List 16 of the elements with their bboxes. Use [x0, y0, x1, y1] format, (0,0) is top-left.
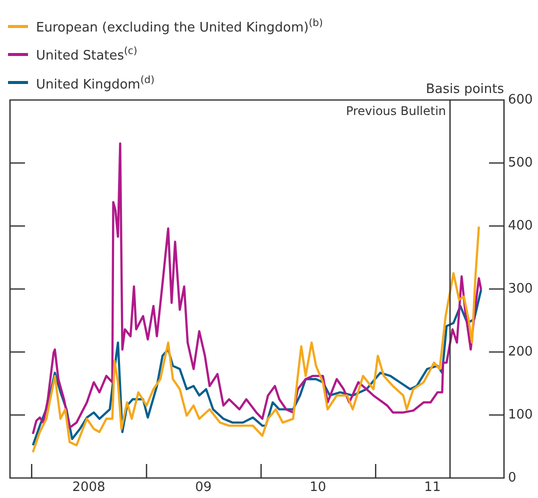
- y-axis-title: Basis points: [426, 82, 504, 97]
- legend-label: European (excluding the United Kingdom)$^{(b)}$: [36, 17, 323, 38]
- x-tick-label: 09: [195, 480, 212, 496]
- x-tick-label: 2008: [72, 480, 106, 496]
- ref-line-label: Previous Bulletin: [346, 104, 446, 118]
- y-tick-label: 0: [508, 470, 516, 486]
- y-tick-label: 300: [508, 281, 533, 296]
- x-tick-label: 10: [310, 480, 326, 496]
- legend-label: United States$^{(c)}$: [36, 45, 138, 66]
- x-tick-label: 11: [424, 480, 441, 496]
- y-tick-label: 600: [508, 92, 533, 108]
- y-tick-label: 400: [508, 218, 533, 234]
- legend-label: United Kingdom$^{(d)}$: [36, 74, 154, 94]
- y-tick-label: 500: [508, 155, 533, 170]
- y-tick-label: 200: [508, 344, 533, 360]
- y-tick-label: 100: [508, 407, 533, 422]
